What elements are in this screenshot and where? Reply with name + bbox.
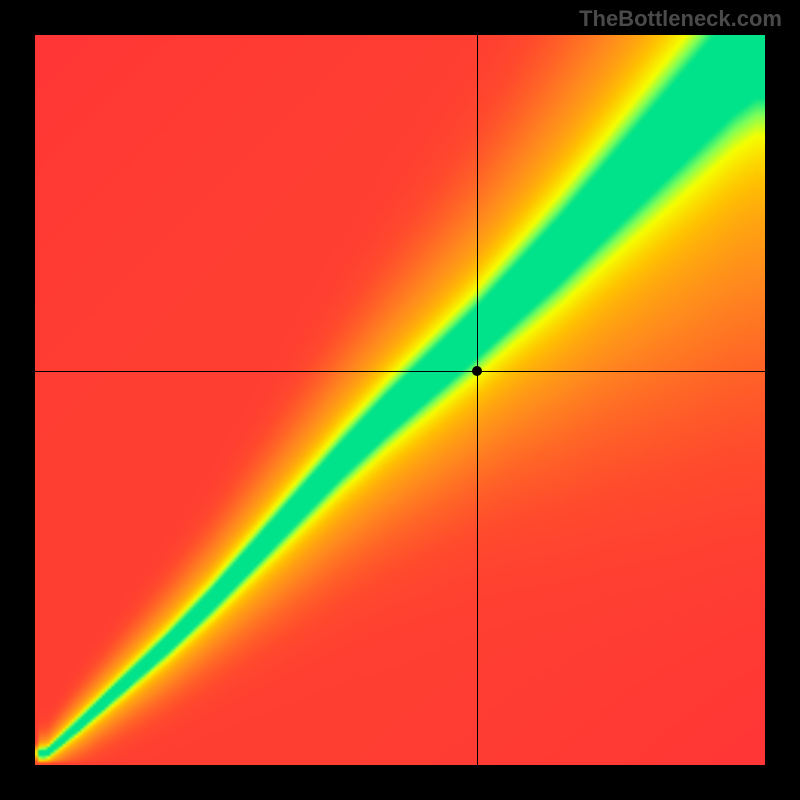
crosshair-marker xyxy=(472,366,482,376)
crosshair-vertical xyxy=(477,35,478,765)
heatmap-canvas xyxy=(35,35,765,765)
plot-area xyxy=(35,35,765,765)
crosshair-horizontal xyxy=(35,371,765,372)
watermark: TheBottleneck.com xyxy=(579,6,782,32)
